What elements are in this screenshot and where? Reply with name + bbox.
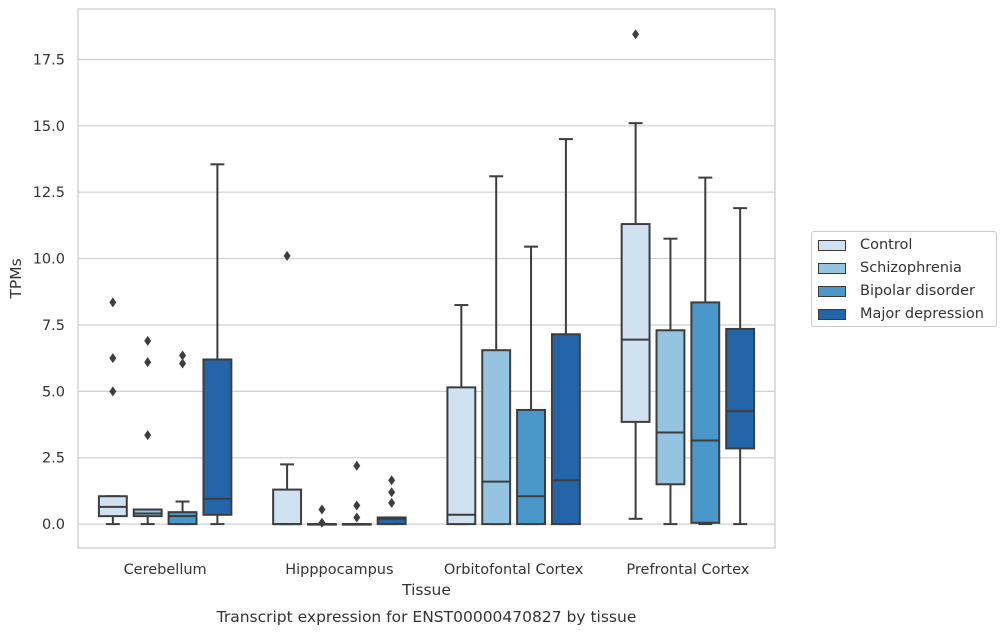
x-tick-labels: Cerebellum Hipppocampus Orbitofontal Corte… [124,562,750,578]
box-cerebellum-control-flier-0 [109,386,117,397]
legend: Control Schizophrenia Bipolar disorder M… [811,231,997,327]
box-cerebellum-control-flier-2 [109,297,117,308]
y-tick-label-5-0: 5.0 [42,384,65,400]
box-cerebellum-schizophrenia-flier-0 [144,430,152,441]
legend-swatch-major-depression [818,308,846,320]
x-tick-label-prefrontal-cortex: Prefrontal Cortex [626,562,749,578]
legend-label-schizophrenia: Schizophrenia [860,260,962,276]
box-cerebellum-schizophrenia-flier-1 [144,357,152,368]
box-hipppocampus-major-depression-flier-1 [388,487,396,498]
box-prefrontal-cortex-control-body [620,223,651,423]
box-prefrontal-cortex-major-depression-body [725,327,756,450]
legend-swatch-bipolar-disorder [818,285,846,297]
box-orbitofontal-cortex-schizophrenia-body [481,349,512,526]
box-cerebellum-major-depression-body [202,358,233,516]
box-layer [97,29,756,528]
box-orbitofontal-cortex-major-depression-body [550,333,581,526]
y-tick-label-2-5: 2.5 [42,451,65,467]
box-hipppocampus-schizophrenia-flier-0 [318,517,326,528]
box-orbitofontal-cortex-control-body [446,386,477,526]
grid-lines [78,58,775,525]
box-hipppocampus-schizophrenia-flier-1 [318,504,326,515]
y-tick-labels: 0.0 2.5 5.0 7.5 10.0 12.5 15.0 17.5 [33,52,65,533]
box-cerebellum-bipolar-disorder-flier-0 [179,358,187,369]
x-tick-label-orbitofontal-cortex: Orbitofontal Cortex [444,562,584,578]
chart-caption: Transcript expression for ENST0000047082… [216,608,637,626]
x-tick-label-cerebellum: Cerebellum [124,562,207,578]
y-tick-label-0-0: 0.0 [42,517,65,533]
legend-item-bipolar-disorder: Bipolar disorder [818,281,975,301]
plot-frame [77,8,776,549]
box-hipppocampus-major-depression-flier-0 [388,497,396,508]
box-cerebellum-bipolar-disorder-body [167,511,198,526]
box-hipppocampus-major-depression-body [376,516,407,526]
legend-item-control: Control [818,235,912,255]
y-tick-label-12-5: 12.5 [33,185,65,201]
box-prefrontal-cortex-bipolar-disorder-body [690,301,721,524]
legend-label-control: Control [860,237,913,253]
box-cerebellum-control-flier-1 [109,353,117,364]
box-hipppocampus-bipolar-disorder-flier-1 [353,500,361,511]
y-tick-label-7-5: 7.5 [42,318,65,334]
legend-label-major-depression: Major depression [860,306,984,322]
legend-swatch-control [818,239,846,251]
box-hipppocampus-bipolar-disorder-flier-0 [353,512,361,523]
legend-item-major-depression: Major depression [818,304,984,324]
y-tick-label-17-5: 17.5 [33,52,65,68]
box-hipppocampus-control-flier-0 [283,250,291,261]
box-hipppocampus-major-depression-flier-2 [388,475,396,486]
x-tick-label-hipppocampus: Hipppocampus [285,562,393,578]
x-axis-label: Tissue [401,581,451,599]
box-hipppocampus-bipolar-disorder-flier-2 [353,460,361,471]
y-tick-label-15-0: 15.0 [33,119,65,135]
box-cerebellum-schizophrenia-flier-2 [144,335,152,346]
box-orbitofontal-cortex-bipolar-disorder-body [516,408,546,526]
y-axis-label: TPMs [7,258,25,299]
box-cerebellum-bipolar-disorder-flier-1 [179,350,187,361]
y-tick-label-10-0: 10.0 [33,252,65,268]
box-hipppocampus-control-body [272,488,303,526]
box-prefrontal-cortex-schizophrenia-body [655,329,686,486]
box-prefrontal-cortex-control-flier-0 [632,29,640,40]
legend-item-schizophrenia: Schizophrenia [818,258,962,278]
legend-label-bipolar-disorder: Bipolar disorder [860,283,975,299]
legend-swatch-schizophrenia [818,262,846,274]
